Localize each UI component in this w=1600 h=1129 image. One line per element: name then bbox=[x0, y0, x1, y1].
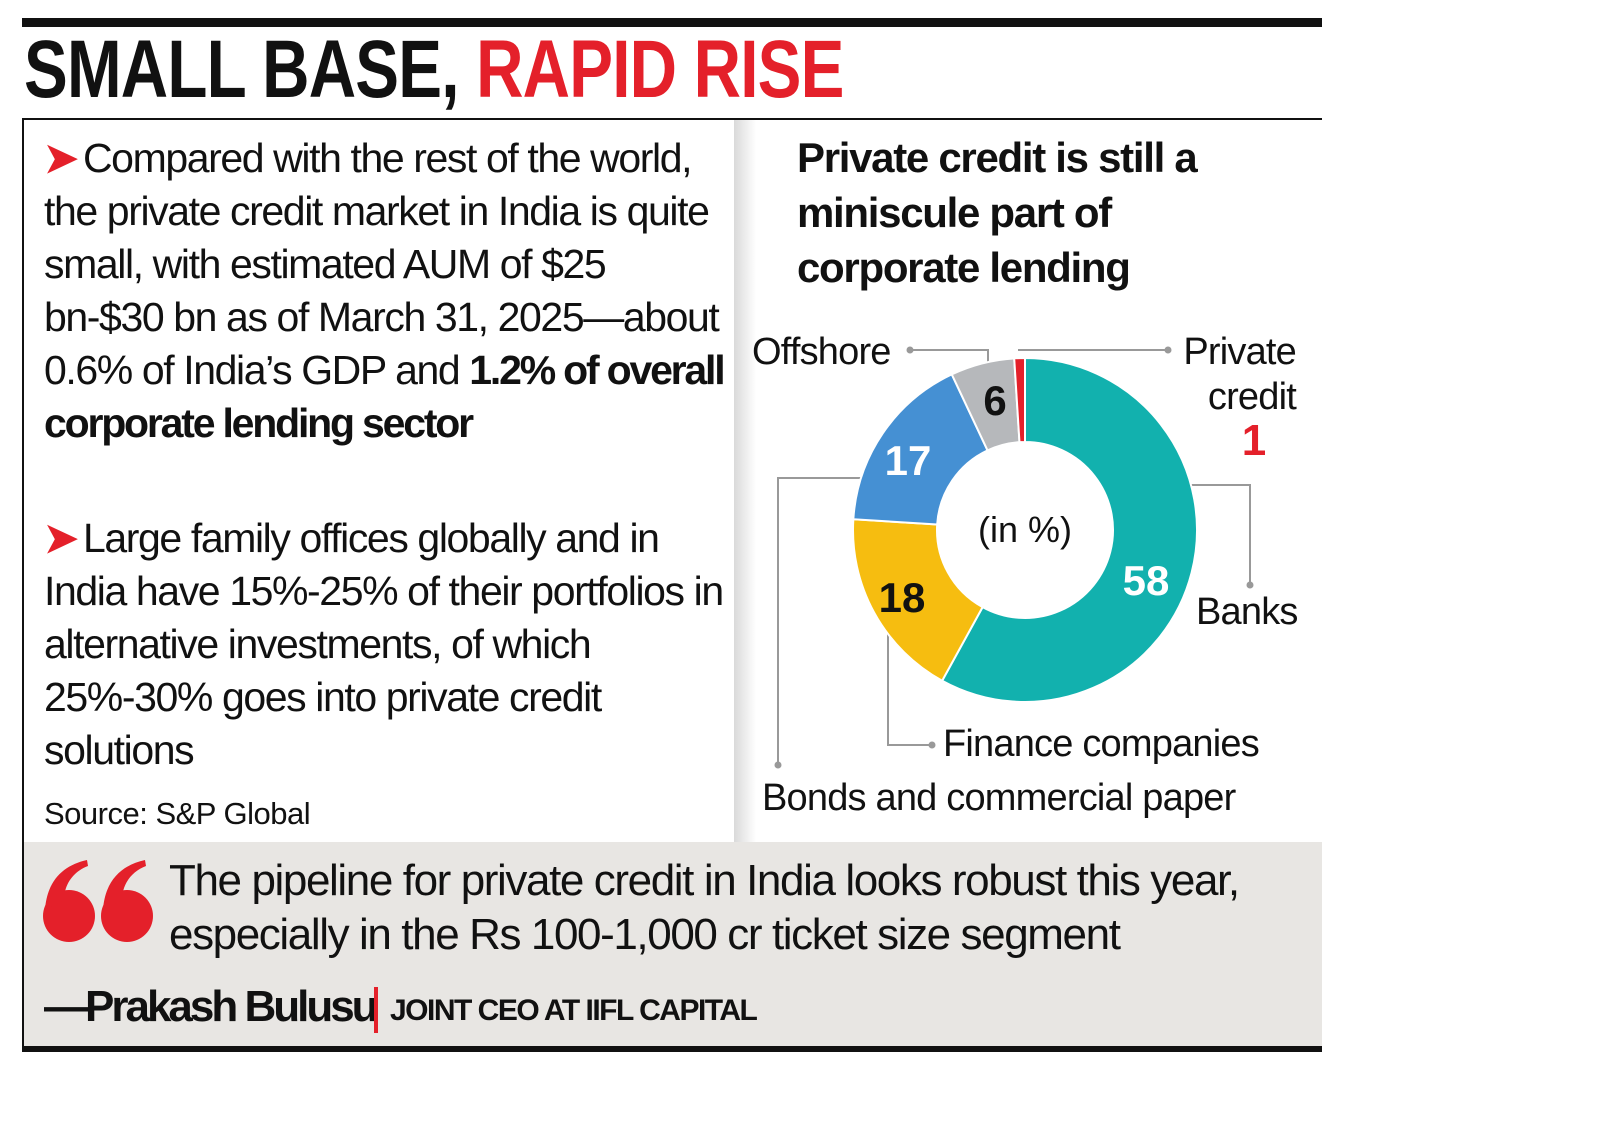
author-role: JOINT CEO AT IIFL CAPITAL bbox=[390, 994, 758, 1027]
quote-author: —Prakash Bulusu bbox=[44, 982, 379, 1031]
slice-banks bbox=[940, 356, 1198, 703]
leader-line-finance-companies bbox=[887, 612, 932, 746]
bullet-2-text: Large family offices globally and in Ind… bbox=[44, 515, 724, 773]
slice-private-credit bbox=[1013, 356, 1026, 444]
label-finance-companies: Finance companies bbox=[943, 723, 1260, 765]
bullet-1: ➤ Compared with the rest of the world, th… bbox=[44, 132, 734, 450]
arrow-icon: ➤ bbox=[44, 515, 78, 561]
center-label: (in %) bbox=[978, 509, 1072, 550]
leader-dot bbox=[928, 741, 936, 749]
top-rule bbox=[22, 18, 1322, 27]
headline-black: SMALL BASE, bbox=[24, 24, 459, 115]
bullet-1-bold: 1.2% of overall corporate lending sector bbox=[44, 347, 726, 446]
label-banks: Banks bbox=[1196, 591, 1298, 633]
leader-line-bonds bbox=[777, 477, 870, 765]
chart-title: Private credit is still a miniscule part… bbox=[797, 134, 1198, 291]
author-separator bbox=[374, 987, 378, 1033]
quote-text: The pipeline for private credit in India… bbox=[169, 856, 1240, 959]
value-label: 17 bbox=[885, 437, 932, 484]
bullet-2: ➤ Large family offices globally and in In… bbox=[44, 512, 734, 777]
leader-dot bbox=[906, 346, 914, 354]
leader-dot bbox=[774, 761, 782, 769]
slice-finance-companies bbox=[852, 518, 984, 683]
value-label: 6 bbox=[983, 377, 1006, 424]
headline-red: RAPID RISE bbox=[476, 24, 844, 115]
leader-dot bbox=[1246, 581, 1254, 589]
label-offshore: Offshore bbox=[752, 331, 891, 373]
headline: SMALL BASE, RAPID RISE bbox=[24, 24, 844, 116]
leader-dot bbox=[1164, 346, 1172, 354]
label-bonds: Bonds and commercial paper bbox=[762, 777, 1236, 819]
content-panel: ➤ Compared with the rest of the world, th… bbox=[22, 118, 1322, 844]
arrow-icon: ➤ bbox=[44, 135, 78, 181]
label-private-credit: Private credit bbox=[1183, 331, 1296, 418]
text-column: ➤ Compared with the rest of the world, th… bbox=[22, 120, 734, 842]
quote-box: The pipeline for private credit in India… bbox=[22, 842, 1322, 1052]
bullet-1-text: Compared with the rest of the world, the… bbox=[44, 135, 720, 393]
value-label: 1 bbox=[1242, 416, 1266, 465]
source-note: Source: S&P Global bbox=[44, 796, 311, 831]
quote-mark-icon bbox=[43, 860, 153, 942]
value-label: 18 bbox=[879, 574, 926, 621]
column-shadow bbox=[734, 120, 756, 842]
value-label: 58 bbox=[1123, 557, 1170, 604]
